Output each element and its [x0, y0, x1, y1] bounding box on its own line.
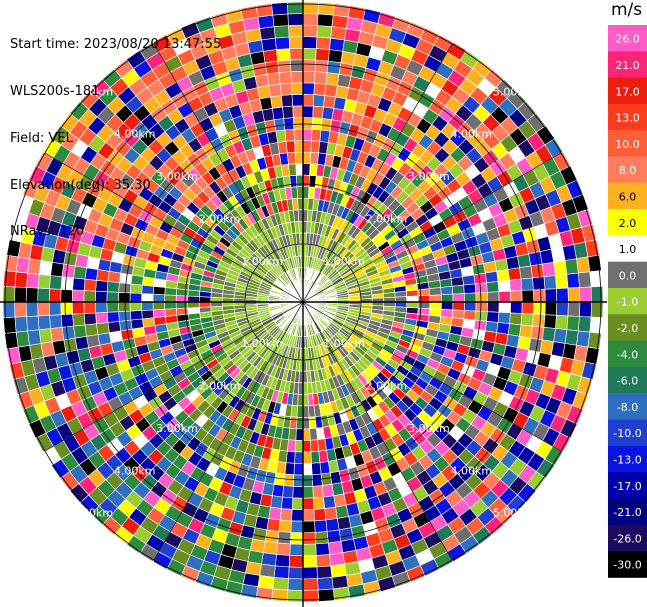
azimuth-line: [302, 43, 453, 303]
colorbar-tick-label: 10.0: [615, 138, 640, 151]
elevation-text: Elevation(deg): 35.30: [10, 177, 151, 193]
azimuth-line: [44, 152, 304, 303]
colorbar-swatch: [608, 472, 647, 499]
colorbar-swatch: [608, 314, 647, 342]
colorbar-tick-label: -30.0: [613, 559, 641, 572]
nrays-text: NRays: 120: [10, 224, 85, 240]
colorbar-swatch: [608, 366, 647, 394]
range-ring-label: 3.00km: [408, 170, 450, 183]
range-ring-label: 4.00km: [114, 464, 156, 477]
colorbar-tick-label: 0.0: [619, 269, 637, 282]
colorbar-tick-label: -2.0: [617, 322, 638, 335]
range-ring-label: 1.00km: [323, 255, 365, 268]
colorbar-swatch: [608, 25, 647, 52]
colorbar-swatch: [608, 156, 647, 184]
range-ring-label: 2.00km: [199, 213, 241, 226]
colorbar-swatch: [608, 288, 647, 315]
colorbar-swatch: [608, 419, 647, 447]
range-ring-label: 3.00km: [156, 422, 198, 435]
range-ring-label: 2.00km: [199, 379, 241, 392]
range-ring-label: 5.00km: [72, 85, 114, 98]
colorbar-tick-label: -17.0: [613, 480, 641, 493]
colorbar-swatch: [608, 261, 647, 289]
range-ring-label: 4.00km: [451, 128, 493, 141]
grid-overlay: 1.00km 1.00km 1.00km 1.00km 2.00km 2.00km 2.00…: [0, 0, 607, 607]
colorbar-tick-label: 13.0: [615, 112, 640, 125]
azimuth-line: [44, 301, 304, 452]
colorbar-unit: m/s: [611, 0, 643, 20]
azimuth-line: [153, 301, 304, 561]
field-text: Field: VEL: [10, 130, 73, 146]
azimuth-line: [302, 301, 562, 452]
colorbar-tick-label: 2.0: [619, 217, 637, 230]
info-panel: Start time: 2023/08/20 13:47:55 WLS200s-…: [10, 6, 221, 256]
colorbar-tick-label: 17.0: [615, 85, 640, 98]
colorbar-swatch: [608, 103, 647, 131]
colorbar: 26.0 21.0 17.0 13.0 10.0 8.0 6.0 2.0 1.0 0.0 -1.0 -…: [608, 25, 647, 578]
colorbar-swatch: [608, 445, 647, 473]
colorbar-swatch: [608, 498, 647, 526]
range-ring-label: 4.00km: [451, 464, 493, 477]
colorbar-tick-label: 6.0: [619, 190, 637, 203]
colorbar-swatch: [608, 51, 647, 79]
colorbar-swatch: [608, 182, 647, 210]
colorbar-tick-label: -8.0: [617, 401, 638, 414]
colorbar-tick-label: 1.0: [619, 243, 637, 256]
range-ring-label: 3.00km: [156, 170, 198, 183]
range-ring-label: 1.00km: [323, 337, 365, 350]
colorbar-tick-label: -1.0: [617, 296, 638, 309]
range-ring-label: 3.00km: [408, 422, 450, 435]
range-ring-label: 2.00km: [366, 379, 408, 392]
colorbar-tick-label: -6.0: [617, 375, 638, 388]
colorbar-swatch: [608, 340, 647, 368]
ppi-plot: 1.00km 1.00km 1.00km 1.00km 2.00km 2.00km 2.00…: [0, 0, 607, 607]
range-ring-label: 1.00km: [241, 337, 283, 350]
colorbar-tick-label: 26.0: [615, 33, 640, 46]
azimuth-line: [302, 152, 562, 303]
range-ring-label: 5.00km: [72, 507, 114, 520]
colorbar-swatch: [608, 209, 647, 236]
range-ring-label: 1.00km: [241, 255, 283, 268]
range-ring-label: 5.00km: [493, 85, 535, 98]
colorbar-tick-label: 8.0: [619, 164, 637, 177]
start-time-text: Start time: 2023/08/20 13:47:55: [10, 37, 222, 53]
azimuth-line: [302, 301, 453, 561]
colorbar-swatch: [608, 77, 647, 105]
range-ring-label: 2.00km: [366, 213, 408, 226]
azimuth-line: [153, 43, 304, 303]
range-ring-label: 5.00km: [493, 507, 535, 520]
colorbar-tick-label: -13.0: [613, 453, 641, 466]
colorbar-swatch: [608, 551, 647, 578]
colorbar-tick-label: 21.0: [615, 59, 640, 72]
colorbar-tick-label: -21.0: [613, 506, 641, 519]
colorbar-swatch: [608, 235, 647, 263]
colorbar-tick-label: -4.0: [617, 348, 638, 361]
colorbar-swatch: [608, 130, 647, 157]
instrument-text: WLS200s-181: [10, 83, 100, 99]
velocity-field: [2, 1, 604, 603]
colorbar-swatch: [608, 524, 647, 552]
colorbar-tick-label: -10.0: [613, 427, 641, 440]
range-ring-label: 4.00km: [114, 128, 156, 141]
colorbar-tick-label: -26.0: [613, 532, 641, 545]
colorbar-swatch: [608, 393, 647, 420]
